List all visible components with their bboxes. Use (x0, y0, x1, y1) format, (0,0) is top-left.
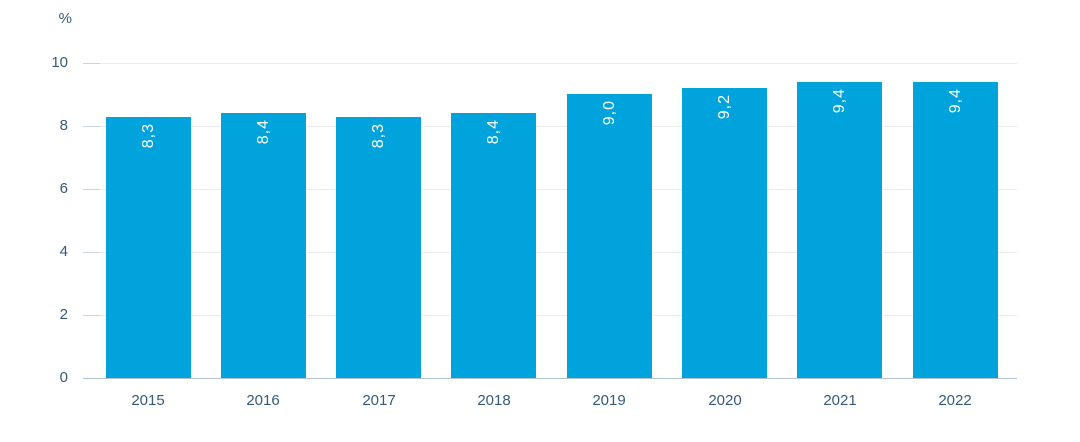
y-tick-mark (83, 252, 100, 253)
x-tick-label: 2017 (362, 392, 396, 409)
bar-value-label: 9,4 (946, 88, 964, 114)
bar-value-label: 8,4 (254, 119, 272, 145)
bar-2018: 8,4 (451, 113, 536, 378)
x-axis-baseline (83, 378, 1017, 379)
y-tick-mark (83, 63, 100, 64)
gridline (83, 126, 1017, 127)
gridline (83, 252, 1017, 253)
y-tick-label: 10 (51, 54, 68, 71)
y-tick-mark (83, 189, 100, 190)
bar-2016: 8,4 (221, 113, 306, 378)
gridline (83, 63, 1017, 64)
x-tick-label: 2021 (823, 392, 857, 409)
bar-2021: 9,4 (797, 82, 882, 378)
bar-value-label: 9,2 (715, 94, 733, 120)
x-tick-label: 2015 (131, 392, 165, 409)
bar-value-label: 9,0 (600, 100, 618, 126)
bar-2020: 9,2 (682, 88, 767, 378)
x-tick-label: 2016 (246, 392, 280, 409)
y-tick-mark (83, 126, 100, 127)
bar-2015: 8,3 (106, 117, 191, 378)
y-tick-label: 0 (59, 369, 68, 386)
gridline (83, 189, 1017, 190)
bar-value-label: 9,4 (830, 88, 848, 114)
bar-2022: 9,4 (913, 82, 998, 378)
y-tick-label: 2 (59, 306, 68, 323)
y-tick-label: 8 (59, 117, 68, 134)
y-tick-mark (83, 315, 100, 316)
x-tick-label: 2019 (592, 392, 626, 409)
bar-value-label: 8,3 (139, 123, 157, 149)
y-tick-label: 6 (59, 180, 68, 197)
x-tick-label: 2018 (477, 392, 511, 409)
bar-2017: 8,3 (336, 117, 421, 378)
y-tick-label: 4 (59, 243, 68, 260)
x-tick-label: 2020 (708, 392, 742, 409)
y-axis-unit-label: % (58, 10, 72, 27)
x-tick-label: 2022 (938, 392, 972, 409)
gridline (83, 315, 1017, 316)
bar-2019: 9,0 (567, 94, 652, 378)
bar-value-label: 8,3 (369, 123, 387, 149)
bar-value-label: 8,4 (484, 119, 502, 145)
